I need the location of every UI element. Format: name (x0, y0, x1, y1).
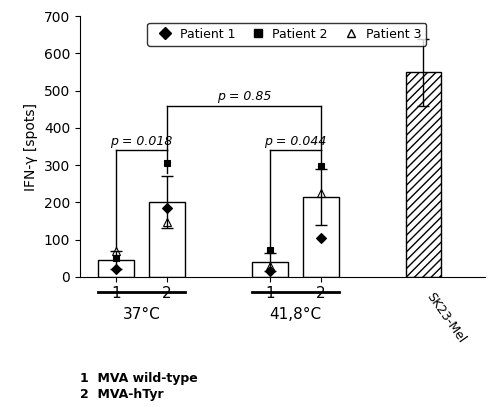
Text: 41,8°C: 41,8°C (270, 306, 322, 322)
Bar (406, 72, 442, 277)
Text: SK23-Mel: SK23-Mel (424, 290, 468, 345)
Text: p = 0.85: p = 0.85 (217, 90, 271, 103)
Legend: Patient 1, Patient 2, Patient 3: Patient 1, Patient 2, Patient 3 (147, 22, 426, 46)
Text: 37°C: 37°C (122, 306, 160, 322)
Text: p = 0.044: p = 0.044 (264, 135, 326, 148)
Text: 1  MVA wild-type: 1 MVA wild-type (80, 372, 198, 385)
Bar (149, 202, 185, 277)
Bar (98, 260, 134, 277)
Y-axis label: IFN-γ [spots]: IFN-γ [spots] (24, 103, 38, 190)
Bar (252, 262, 288, 277)
Text: 2  MVA-hTyr: 2 MVA-hTyr (80, 388, 164, 401)
Text: p = 0.018: p = 0.018 (110, 135, 172, 148)
Bar (303, 197, 339, 277)
